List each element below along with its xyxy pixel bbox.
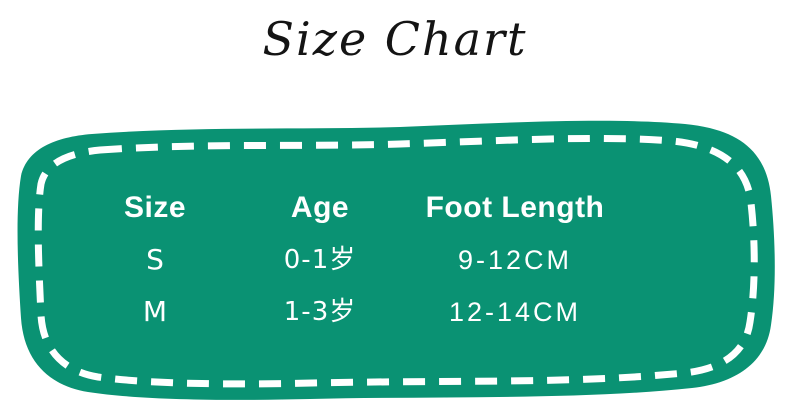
column-header-age: Age <box>290 191 350 224</box>
row-m-size: M <box>142 295 168 328</box>
column-header-size: Size <box>123 191 187 224</box>
row-s-foot-length: 9-12CM <box>457 245 573 275</box>
size-table: Size Age Foot Length S 0-1岁 9-12CM M 1-3… <box>75 186 625 338</box>
column-header-foot-length: Foot Length <box>425 191 605 224</box>
page-title: Size Chart <box>262 12 528 66</box>
dashed-border <box>34 134 758 388</box>
row-m-foot-length: 12-14CM <box>448 297 582 327</box>
row-s-age: 0-1岁 <box>283 245 357 275</box>
green-blob-shape <box>17 120 775 400</box>
row-s-size: S <box>146 243 164 276</box>
row-m-age: 1-3岁 <box>283 297 357 327</box>
